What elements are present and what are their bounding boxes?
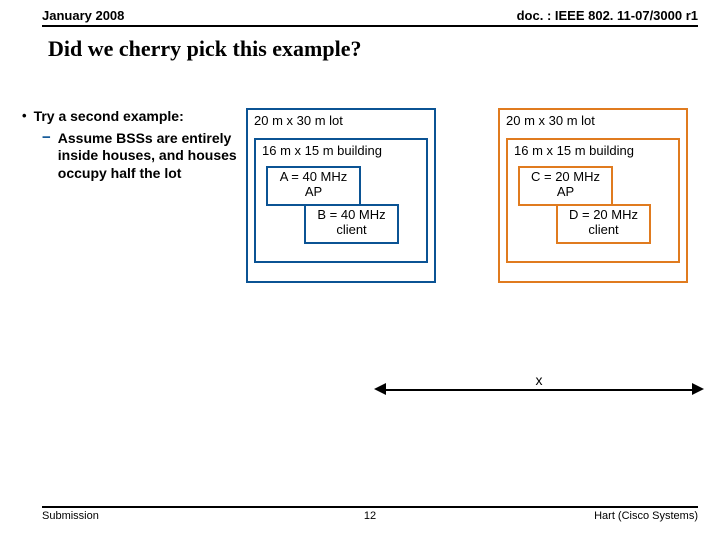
header-date: January 2008 [42, 8, 124, 23]
x-distance-arrow: x [374, 380, 704, 400]
lot-label-left: 20 m x 30 m lot [254, 113, 428, 128]
footer-page: 12 [364, 510, 376, 522]
building-box-right: 16 m x 15 m building C = 20 MHz AP D = 2… [506, 138, 680, 263]
bullet-main-text: Try a second example: [34, 108, 184, 126]
lot-label-right: 20 m x 30 m lot [506, 113, 680, 128]
ap-box-a: A = 40 MHz AP [266, 166, 361, 206]
ap-box-c: C = 20 MHz AP [518, 166, 613, 206]
footer-left: Submission [42, 510, 99, 522]
slide-footer: Submission 12 Hart (Cisco Systems) [42, 506, 698, 522]
bullet-list: • Try a second example: − Assume BSSs ar… [22, 108, 237, 182]
client-box-d: D = 20 MHz client [556, 204, 651, 244]
ap-c-line1: C = 20 MHz [526, 170, 605, 185]
ap-a-line1: A = 40 MHz [274, 170, 353, 185]
ap-a-line2: AP [274, 185, 353, 200]
client-d-line1: D = 20 MHz [564, 208, 643, 223]
building-label-right: 16 m x 15 m building [514, 143, 672, 158]
building-label-left: 16 m x 15 m building [262, 143, 420, 158]
arrow-right-icon [692, 383, 704, 395]
bullet-dot-icon: • [22, 108, 27, 126]
lot-box-left: 20 m x 30 m lot 16 m x 15 m building A =… [246, 108, 436, 283]
lot-box-right: 20 m x 30 m lot 16 m x 15 m building C =… [498, 108, 688, 283]
slide-title: Did we cherry pick this example? [48, 36, 361, 62]
arrow-line [384, 389, 694, 391]
ap-c-line2: AP [526, 185, 605, 200]
diagram-area: 20 m x 30 m lot 16 m x 15 m building A =… [246, 108, 706, 368]
bullet-sub-text: Assume BSSs are entirely inside houses, … [58, 130, 237, 183]
client-b-line1: B = 40 MHz [312, 208, 391, 223]
bullet-main: • Try a second example: [22, 108, 237, 126]
client-box-b: B = 40 MHz client [304, 204, 399, 244]
bullet-sub: − Assume BSSs are entirely inside houses… [42, 130, 237, 183]
header-docref: doc. : IEEE 802. 11-07/3000 r1 [517, 8, 698, 23]
arrow-label: x [534, 372, 545, 388]
building-box-left: 16 m x 15 m building A = 40 MHz AP B = 4… [254, 138, 428, 263]
client-b-line2: client [312, 223, 391, 238]
footer-right: Hart (Cisco Systems) [594, 510, 698, 522]
slide-header: January 2008 doc. : IEEE 802. 11-07/3000… [42, 8, 698, 27]
bullet-dash-icon: − [42, 130, 51, 183]
client-d-line2: client [564, 223, 643, 238]
